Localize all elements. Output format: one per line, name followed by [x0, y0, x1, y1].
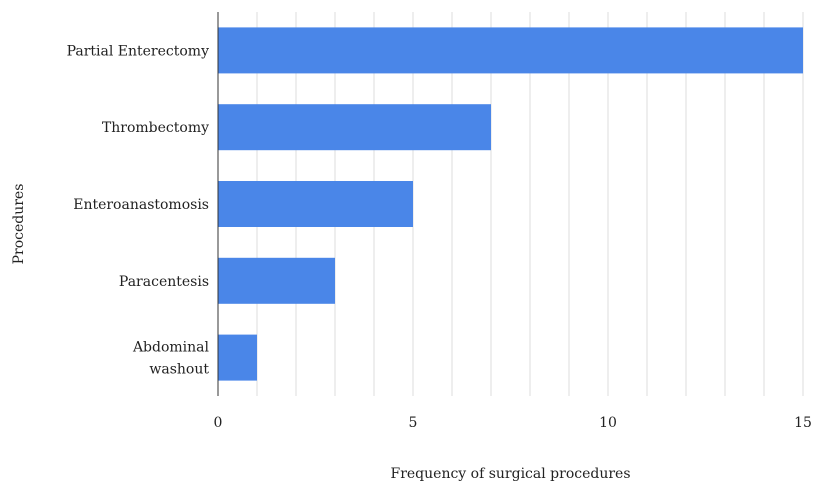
y-axis-category-labels: Partial Enterectomy Thrombectomy Enteroana… — [67, 43, 210, 377]
bar-partial-enterectomy — [218, 27, 803, 74]
category-label: Partial Enterectomy — [67, 43, 210, 59]
x-axis-title: Frequency of surgical procedures — [390, 466, 630, 482]
x-axis-ticks: 0 5 10 15 — [214, 415, 812, 431]
y-axis-title: Procedures — [11, 184, 27, 265]
bar-paracentesis — [218, 257, 335, 304]
bar-enteroanastomosis — [218, 181, 413, 227]
bar-abdominal-washout — [218, 334, 257, 381]
x-tick-label: 0 — [214, 415, 223, 431]
bars — [218, 27, 803, 381]
x-tick-label: 15 — [794, 415, 812, 431]
x-tick-label: 5 — [409, 415, 418, 431]
category-label: Enteroanastomosis — [73, 197, 209, 213]
category-label: Abdominal washout — [132, 340, 210, 378]
x-tick-label: 10 — [599, 415, 617, 431]
bar-thrombectomy — [218, 104, 491, 151]
category-label: Thrombectomy — [102, 120, 209, 136]
category-label: Paracentesis — [119, 274, 209, 290]
